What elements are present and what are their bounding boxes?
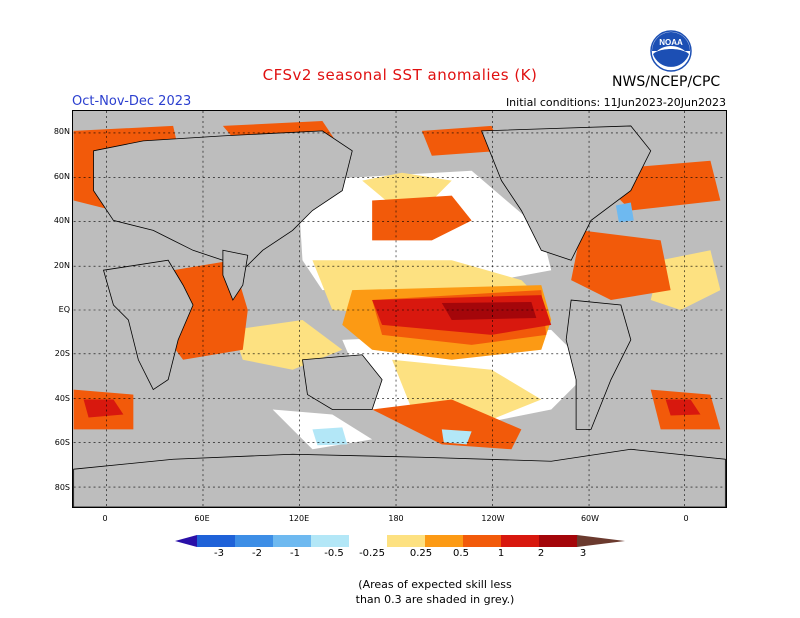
colorbar-tick: 0.5 <box>453 548 469 559</box>
colorbar-tick: 1 <box>497 548 505 559</box>
colorbar-segment <box>273 535 311 547</box>
colorbar-tick: -0.25 <box>359 548 385 559</box>
lat-label-80s: 80S <box>54 483 70 492</box>
lat-label-80n: 80N <box>53 127 70 136</box>
colorbar-segment <box>349 535 387 547</box>
colorbar-arrow-right <box>577 535 625 547</box>
colorbar-tick: 3 <box>579 548 587 559</box>
lat-label-40s: 40S <box>54 394 70 403</box>
colorbar-segment <box>197 535 235 547</box>
sst-anomaly-map <box>72 110 727 508</box>
lat-label-60n: 60N <box>53 172 70 181</box>
colorbar-segment <box>501 535 539 547</box>
lon-label-120e: 120E <box>288 514 310 523</box>
colorbar-segment <box>311 535 349 547</box>
lat-label-20n: 20N <box>53 261 70 270</box>
lat-label-20s: 20S <box>54 349 70 358</box>
colorbar-segment <box>463 535 501 547</box>
anomaly-fields <box>73 120 721 450</box>
colorbar-arrow-left <box>175 535 197 547</box>
colorbar-segment <box>539 535 577 547</box>
continents <box>73 125 726 507</box>
lon-label-60e: 60E <box>194 514 210 523</box>
lon-label-120w: 120W <box>481 514 505 523</box>
lon-label-60w: 60W <box>580 514 600 523</box>
colorbar-tick: 0.25 <box>409 548 433 559</box>
colorbar-tick: -2 <box>252 548 262 559</box>
color-scale-bar <box>175 535 625 547</box>
colorbar-tick: -0.5 <box>324 548 344 559</box>
lon-label-180: 180 <box>388 514 404 523</box>
footnote-line-1: (Areas of expected skill less <box>358 578 512 591</box>
colorbar-segment <box>235 535 273 547</box>
svg-text:NOAA: NOAA <box>659 38 683 47</box>
organization-label: NWS/NCEP/CPC <box>612 74 721 90</box>
season-label: Oct-Nov-Dec 2023 <box>72 94 192 109</box>
colorbar-tick: -3 <box>214 548 224 559</box>
footnote-line-2: than 0.3 are shaded in grey.) <box>355 593 515 606</box>
lat-label-eq: EQ <box>58 305 70 314</box>
lat-label-40n: 40N <box>53 216 70 225</box>
initial-conditions-label: Initial conditions: 11Jun2023-20Jun2023 <box>505 96 726 109</box>
colorbar-tick: -1 <box>290 548 300 559</box>
lon-label-0-east: 0 <box>683 514 689 523</box>
noaa-logo-icon: NOAA <box>650 30 692 72</box>
colorbar-tick: 2 <box>537 548 545 559</box>
lat-label-60s: 60S <box>54 438 70 447</box>
graticule <box>73 111 726 507</box>
lon-label-0: 0 <box>102 514 108 523</box>
skill-footnote: (Areas of expected skill less than 0.3 a… <box>0 577 800 607</box>
colorbar-segment <box>425 535 463 547</box>
map-title: CFSv2 seasonal SST anomalies (K) <box>262 66 538 84</box>
colorbar-segment <box>387 535 425 547</box>
